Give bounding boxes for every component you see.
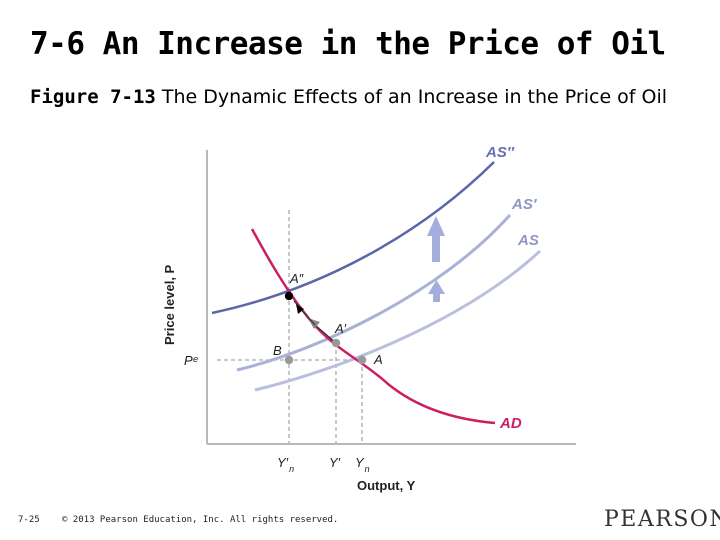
large-up-arrow	[427, 216, 445, 262]
point-a-double-prime-label: A″	[289, 271, 304, 286]
point-a-label: A	[373, 352, 383, 367]
x-axis-label: Output, Y	[357, 478, 416, 493]
as-curve	[254, 249, 542, 392]
as-prime-curve	[236, 213, 512, 372]
point-a-marker	[357, 355, 367, 365]
yn-tick-label: Yn	[355, 455, 370, 474]
yn-prime-tick-main: Y′	[277, 455, 289, 470]
as-prime-label: AS′	[511, 196, 538, 213]
slide-title: 7-6 An Increase in the Price of Oil	[30, 26, 666, 62]
copyright-notice: © 2013 Pearson Education, Inc. All right…	[62, 515, 339, 525]
price-tick-label: Pᵉ	[184, 353, 199, 368]
y-prime-tick-label: Y′	[329, 455, 341, 470]
point-a-prime-label: A′	[334, 321, 347, 336]
ad-label: AD	[499, 415, 522, 432]
point-a-double-prime-marker	[284, 291, 294, 301]
figure-caption: Figure 7-13 The Dynamic Effects of an Inc…	[30, 86, 700, 108]
adjustment-arrows	[293, 300, 337, 344]
yn-tick-main: Y	[355, 455, 365, 470]
point-b-label: B	[273, 343, 282, 358]
point-b-marker	[284, 355, 294, 365]
figure-caption-text: The Dynamic Effects of an Increase in th…	[161, 86, 668, 108]
as-double-prime-curve	[211, 161, 495, 315]
y-axis-label: Price level, P	[162, 264, 177, 345]
point-a-prime-marker	[331, 338, 341, 348]
as-double-prime-label: AS″	[485, 144, 515, 161]
page-number: 7-25	[18, 515, 40, 525]
yn-tick-subscript: n	[365, 464, 370, 474]
figure-label: Figure 7-13	[30, 86, 156, 108]
as-label: AS	[517, 232, 539, 249]
ad-curve	[250, 228, 496, 425]
pearson-logo: PEARSON	[604, 507, 720, 532]
yn-prime-tick-label: Y′n	[277, 455, 294, 474]
small-up-arrow	[428, 280, 445, 302]
yn-prime-tick-subscript: n	[289, 464, 294, 474]
